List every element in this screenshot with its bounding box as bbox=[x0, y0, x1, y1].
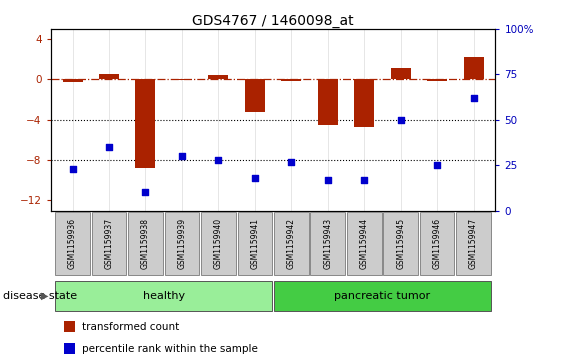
Text: healthy: healthy bbox=[142, 291, 185, 301]
Text: GSM1159944: GSM1159944 bbox=[360, 218, 369, 269]
Text: ▶: ▶ bbox=[41, 291, 48, 301]
FancyBboxPatch shape bbox=[347, 212, 382, 274]
Text: GSM1159947: GSM1159947 bbox=[469, 218, 478, 269]
Text: pancreatic tumor: pancreatic tumor bbox=[334, 291, 431, 301]
FancyBboxPatch shape bbox=[55, 281, 272, 310]
Text: disease state: disease state bbox=[3, 291, 77, 301]
Bar bbox=[172, 79, 192, 81]
Bar bbox=[62, 79, 83, 82]
Text: GSM1159940: GSM1159940 bbox=[214, 218, 223, 269]
Bar bbox=[245, 79, 265, 112]
Text: GSM1159937: GSM1159937 bbox=[105, 218, 114, 269]
Point bbox=[177, 153, 186, 159]
Bar bbox=[64, 322, 75, 333]
Text: GSM1159942: GSM1159942 bbox=[287, 218, 296, 269]
Bar bbox=[354, 79, 374, 127]
Text: GSM1159938: GSM1159938 bbox=[141, 218, 150, 269]
FancyBboxPatch shape bbox=[55, 212, 90, 274]
Bar bbox=[427, 79, 447, 81]
Text: transformed count: transformed count bbox=[82, 322, 179, 332]
FancyBboxPatch shape bbox=[456, 212, 491, 274]
Point bbox=[323, 177, 332, 183]
FancyBboxPatch shape bbox=[383, 212, 418, 274]
Text: GSM1159945: GSM1159945 bbox=[396, 218, 405, 269]
Point bbox=[105, 144, 114, 150]
Bar bbox=[64, 343, 75, 354]
Bar bbox=[208, 76, 229, 79]
Point bbox=[251, 175, 260, 181]
Text: GSM1159939: GSM1159939 bbox=[177, 218, 186, 269]
FancyBboxPatch shape bbox=[310, 212, 345, 274]
Text: percentile rank within the sample: percentile rank within the sample bbox=[82, 344, 258, 354]
Point bbox=[396, 117, 405, 123]
Bar bbox=[282, 79, 301, 81]
Point bbox=[287, 159, 296, 164]
FancyBboxPatch shape bbox=[238, 212, 272, 274]
Text: GSM1159943: GSM1159943 bbox=[323, 218, 332, 269]
FancyBboxPatch shape bbox=[420, 212, 454, 274]
FancyBboxPatch shape bbox=[128, 212, 163, 274]
Bar bbox=[463, 57, 484, 79]
Point bbox=[432, 162, 441, 168]
FancyBboxPatch shape bbox=[274, 212, 309, 274]
Bar bbox=[318, 79, 338, 125]
Point bbox=[214, 157, 223, 163]
Point bbox=[469, 95, 478, 101]
FancyBboxPatch shape bbox=[164, 212, 199, 274]
Text: GSM1159946: GSM1159946 bbox=[432, 218, 441, 269]
FancyBboxPatch shape bbox=[92, 212, 126, 274]
Bar bbox=[136, 79, 155, 168]
Point bbox=[68, 166, 77, 172]
FancyBboxPatch shape bbox=[274, 281, 491, 310]
Text: GSM1159936: GSM1159936 bbox=[68, 218, 77, 269]
Bar bbox=[391, 68, 410, 79]
Title: GDS4767 / 1460098_at: GDS4767 / 1460098_at bbox=[192, 14, 354, 28]
FancyBboxPatch shape bbox=[201, 212, 236, 274]
Bar bbox=[99, 74, 119, 79]
Point bbox=[141, 189, 150, 195]
Point bbox=[360, 177, 369, 183]
Text: GSM1159941: GSM1159941 bbox=[251, 218, 260, 269]
